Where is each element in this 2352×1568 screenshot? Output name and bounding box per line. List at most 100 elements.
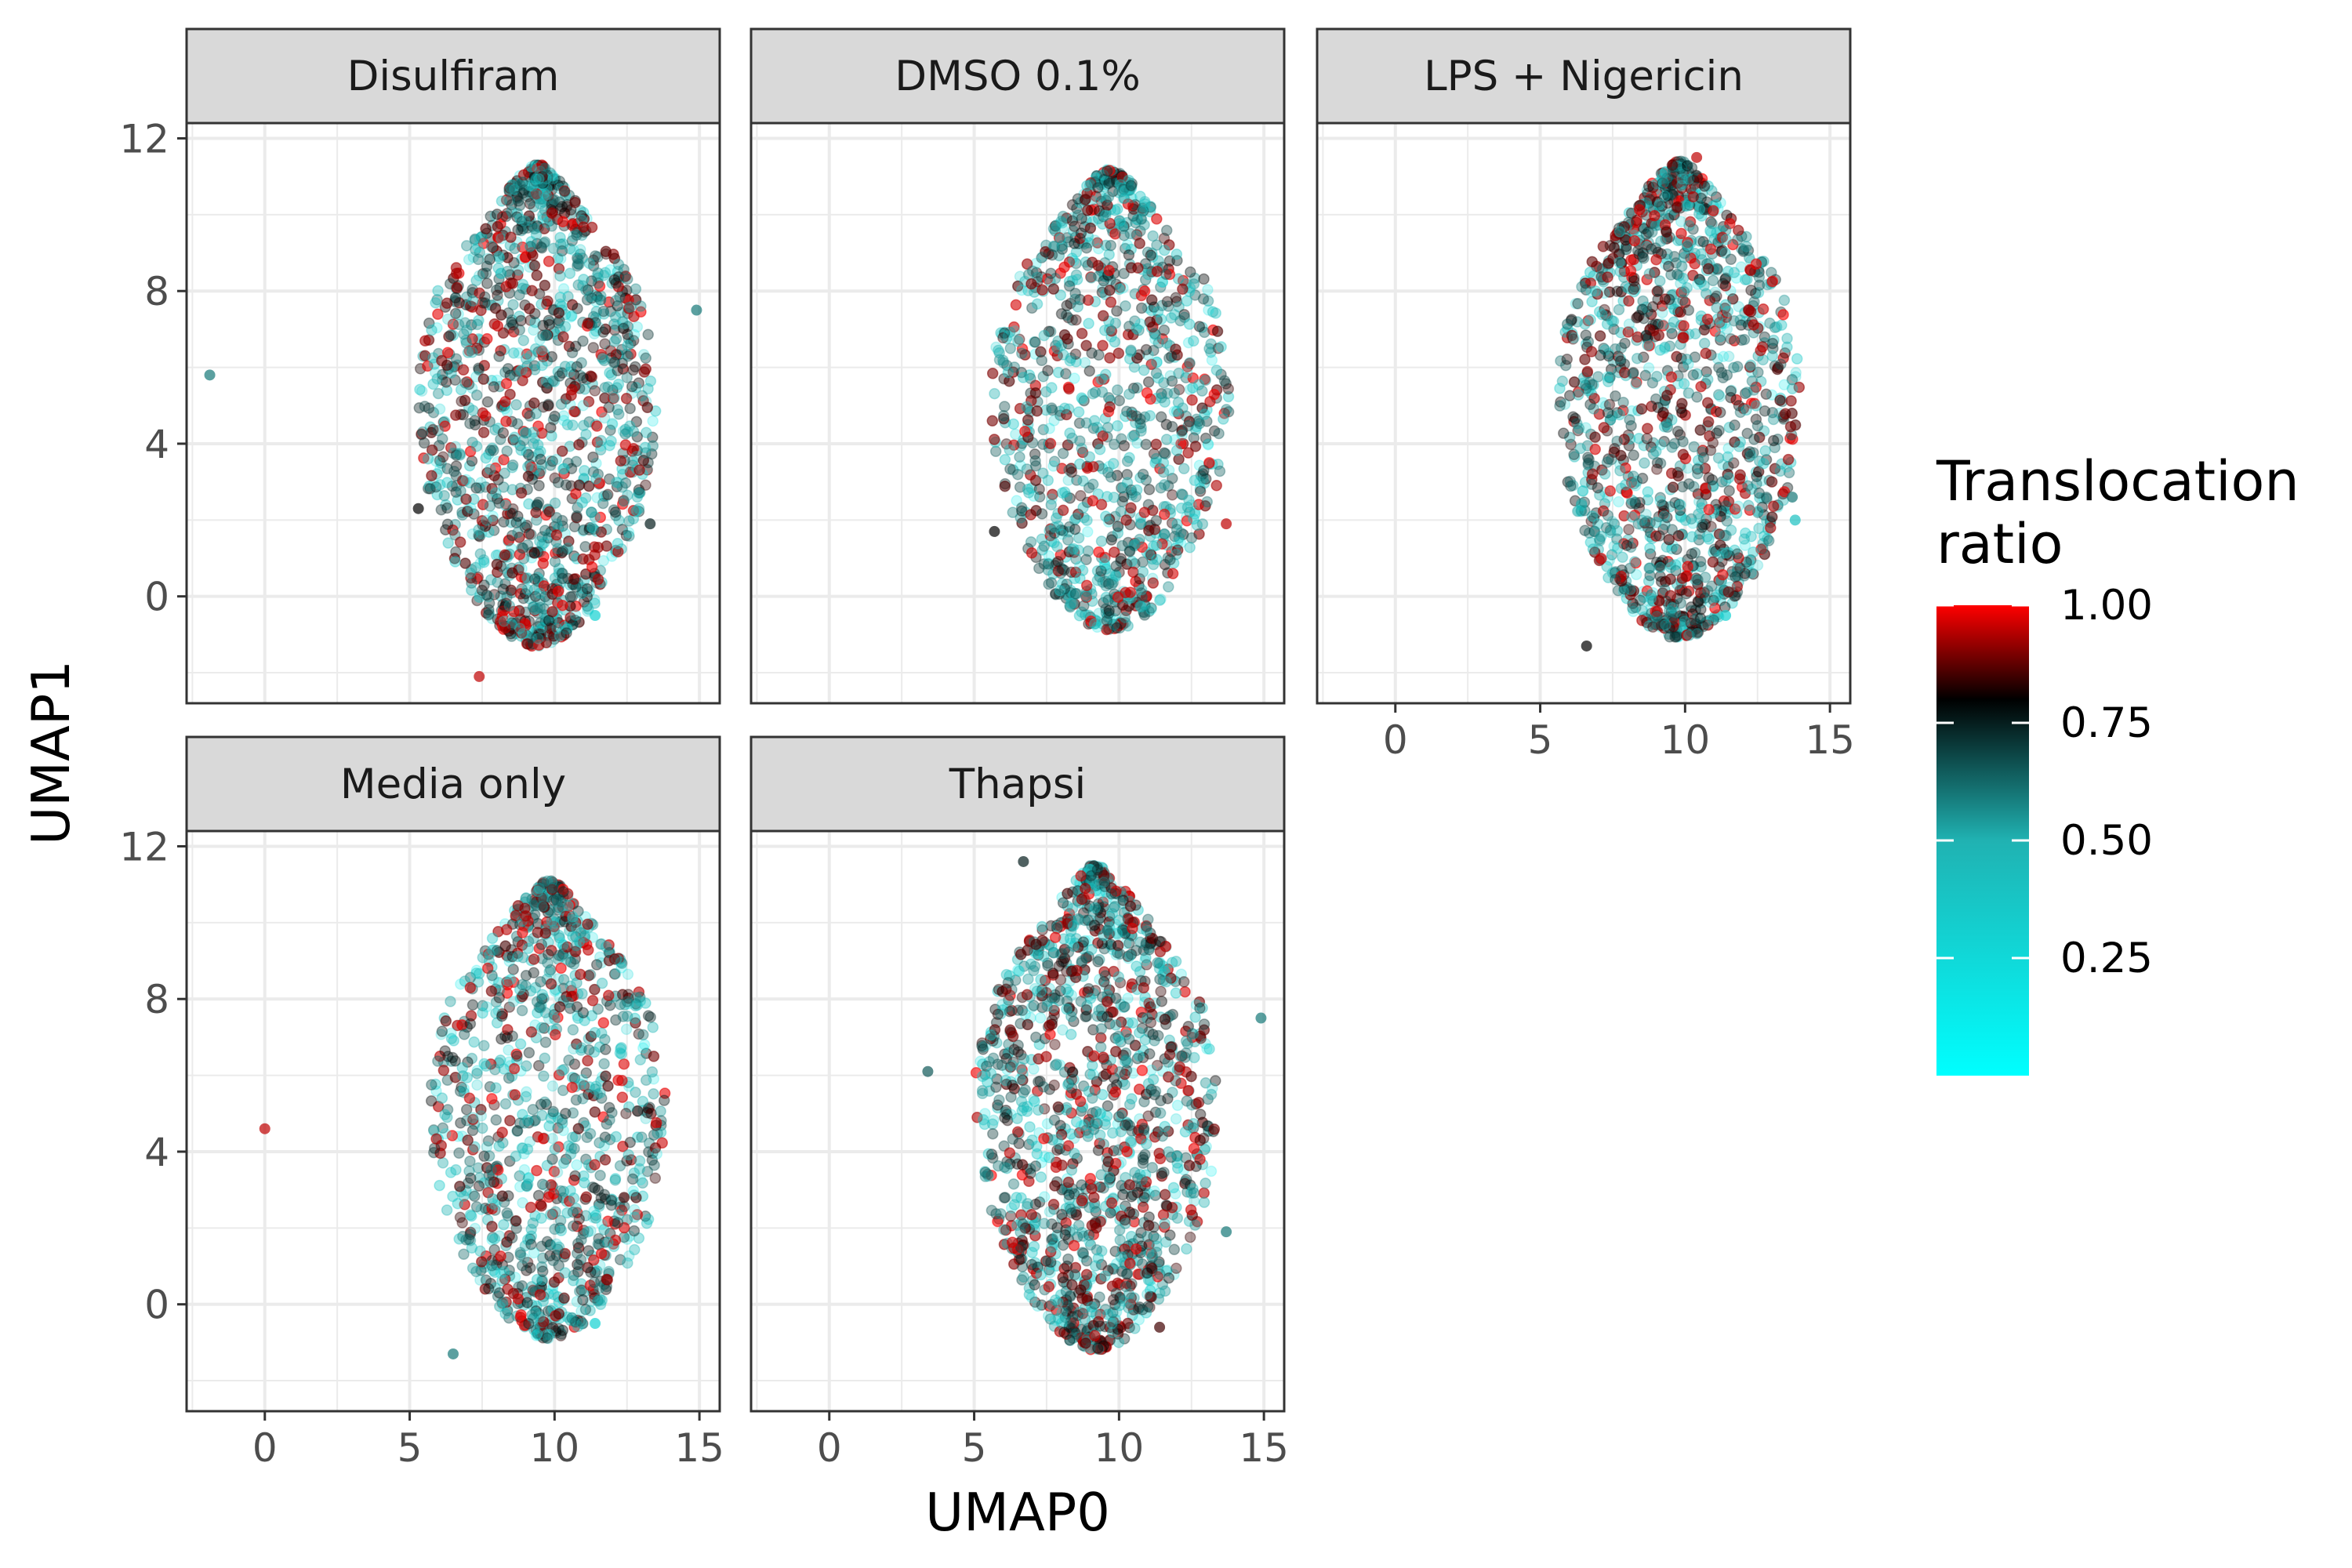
data-point	[1717, 278, 1730, 290]
data-point	[480, 607, 492, 619]
data-point	[1775, 358, 1787, 370]
data-point	[1198, 464, 1210, 477]
data-point	[533, 467, 546, 480]
data-point	[601, 490, 613, 502]
data-point	[495, 233, 507, 245]
data-point	[1663, 293, 1675, 306]
data-point	[1125, 502, 1137, 514]
data-point	[1658, 343, 1671, 354]
data-point	[490, 1082, 502, 1094]
data-point	[1687, 517, 1699, 529]
x-tick-label: 15	[1805, 717, 1855, 763]
data-point	[440, 499, 452, 511]
data-point	[1145, 249, 1157, 261]
data-point	[516, 1004, 528, 1017]
data-point	[507, 996, 520, 1007]
data-point	[488, 1232, 501, 1245]
data-point	[1008, 361, 1021, 373]
data-point	[1581, 365, 1594, 378]
data-point	[545, 1208, 557, 1221]
data-point	[554, 270, 566, 282]
data-point	[1155, 313, 1167, 325]
data-point	[566, 1081, 579, 1094]
data-point	[1719, 529, 1730, 542]
facet-strip-label: Media only	[340, 760, 566, 808]
data-point	[514, 532, 525, 543]
data-point	[539, 524, 551, 536]
data-point	[484, 500, 496, 512]
data-point	[1720, 234, 1733, 245]
data-point	[1698, 180, 1711, 192]
data-point	[1628, 283, 1639, 296]
data-point	[524, 593, 535, 604]
data-point	[1187, 382, 1199, 394]
data-point	[617, 363, 630, 375]
data-point	[529, 316, 541, 328]
data-point	[612, 299, 623, 312]
data-point	[1135, 302, 1148, 314]
data-point	[1221, 404, 1232, 416]
data-point	[1069, 220, 1080, 233]
data-point	[478, 1040, 490, 1051]
data-point	[1138, 506, 1151, 518]
data-point	[474, 531, 485, 543]
data-point	[1051, 343, 1063, 354]
data-point	[1203, 343, 1215, 354]
data-point	[1131, 410, 1142, 422]
data-point	[498, 1063, 510, 1075]
data-point	[1584, 314, 1596, 326]
data-point	[572, 1238, 584, 1250]
data-point	[549, 472, 561, 484]
data-point	[1731, 548, 1744, 560]
data-point	[1121, 456, 1134, 467]
data-point	[1188, 513, 1200, 525]
data-point	[450, 267, 463, 280]
data-point	[1594, 330, 1606, 342]
data-point	[1621, 539, 1633, 551]
data-point	[1166, 420, 1178, 433]
data-point	[1654, 561, 1666, 574]
data-point	[490, 487, 502, 499]
data-point	[597, 326, 609, 338]
data-point	[1614, 266, 1626, 278]
data-point	[465, 1172, 477, 1185]
data-point	[455, 1117, 466, 1129]
data-point	[1683, 220, 1695, 232]
data-point	[565, 361, 577, 372]
data-point	[1619, 337, 1631, 350]
data-point	[1651, 370, 1663, 383]
data-point	[1590, 285, 1602, 297]
data-point	[636, 390, 648, 401]
data-point	[1657, 307, 1668, 319]
data-point	[620, 393, 633, 405]
data-point	[522, 460, 534, 473]
data-point	[1654, 275, 1666, 287]
data-point	[1642, 486, 1654, 498]
data-point	[1742, 480, 1754, 492]
data-point	[1617, 551, 1628, 564]
data-point	[1782, 453, 1795, 466]
data-point	[602, 488, 614, 501]
data-point	[566, 1131, 579, 1144]
data-point	[622, 273, 633, 285]
data-point	[1150, 514, 1163, 527]
data-point	[612, 1217, 624, 1229]
data-point	[1682, 239, 1694, 251]
y-tick-label: 8	[144, 269, 169, 314]
data-point	[517, 278, 529, 291]
data-point	[580, 284, 592, 296]
data-point	[608, 274, 621, 286]
facet-panel: DMSO 0.1%	[750, 27, 1286, 705]
data-point	[498, 615, 510, 627]
data-point	[650, 1116, 662, 1129]
data-point	[588, 1276, 601, 1288]
data-point	[1081, 514, 1093, 526]
data-point	[541, 216, 553, 228]
data-point	[1682, 304, 1695, 316]
data-point	[515, 444, 527, 456]
data-point	[1649, 209, 1661, 222]
data-point	[1631, 312, 1642, 324]
data-point	[1017, 372, 1029, 383]
data-point	[646, 448, 658, 460]
data-point	[1693, 203, 1706, 216]
